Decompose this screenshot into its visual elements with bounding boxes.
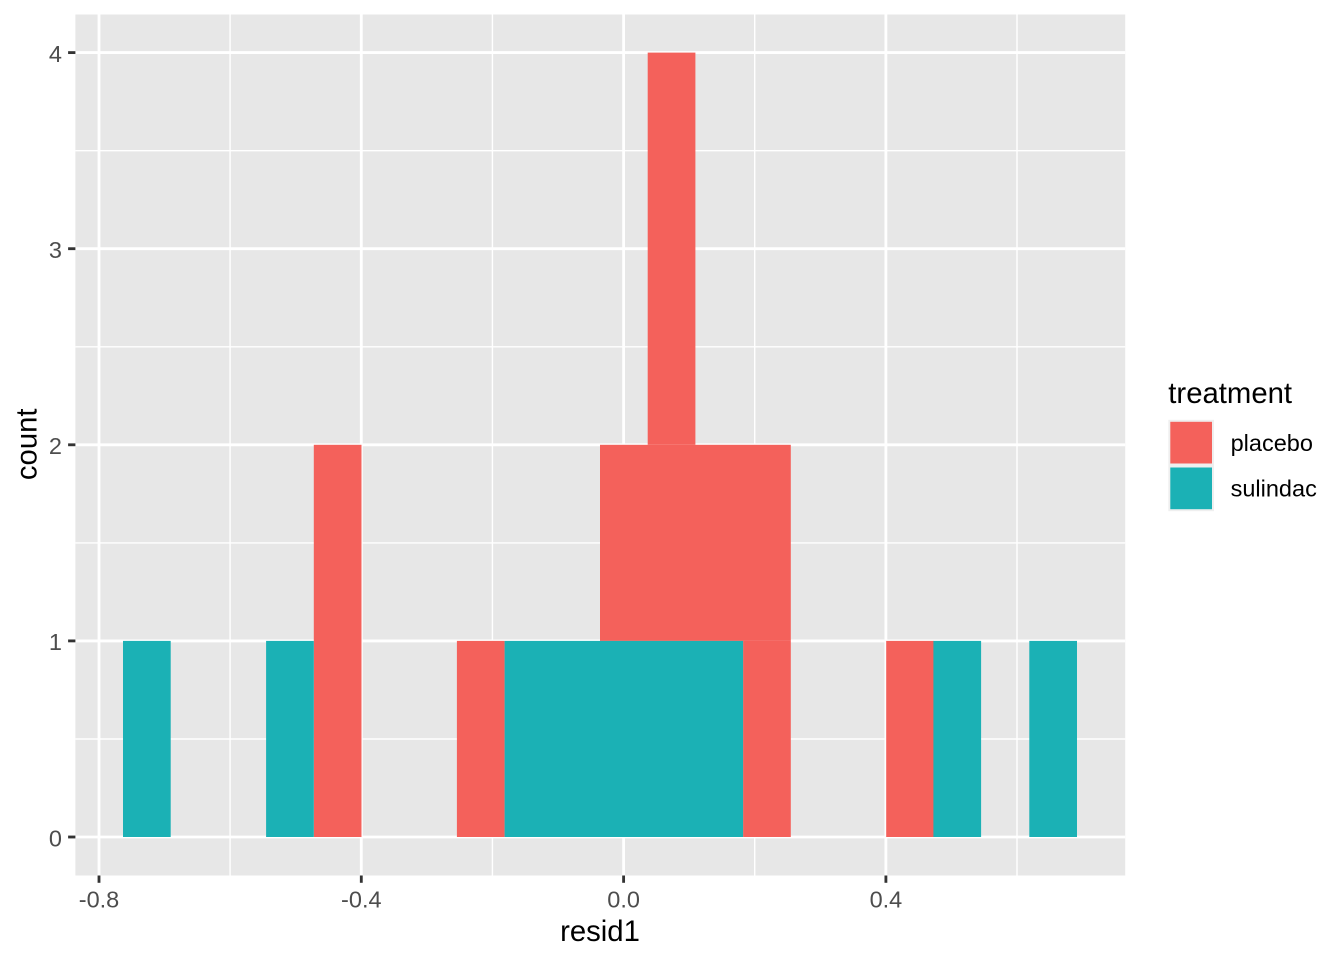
svg-text:treatment: treatment — [1168, 377, 1292, 410]
svg-text:4: 4 — [49, 41, 62, 67]
svg-text:-0.8: -0.8 — [79, 887, 120, 913]
svg-text:count: count — [11, 408, 44, 480]
svg-text:sulindac: sulindac — [1231, 476, 1317, 502]
svg-text:0.0: 0.0 — [607, 887, 640, 913]
svg-text:resid1: resid1 — [560, 915, 640, 948]
svg-text:1: 1 — [49, 629, 62, 655]
svg-text:0.4: 0.4 — [870, 887, 903, 913]
svg-text:0: 0 — [49, 825, 62, 851]
svg-text:3: 3 — [49, 237, 62, 263]
svg-text:-0.4: -0.4 — [341, 887, 382, 913]
svg-text:placebo: placebo — [1231, 430, 1313, 456]
svg-text:2: 2 — [49, 433, 62, 459]
